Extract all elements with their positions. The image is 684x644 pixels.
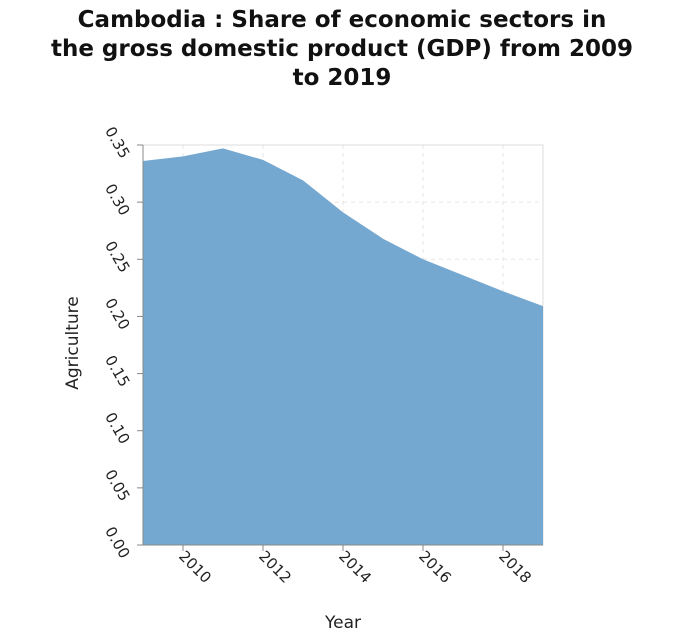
y-tick-label: 0.30	[101, 181, 133, 219]
area-series-0	[143, 148, 543, 545]
y-tick-label: 0.05	[101, 466, 133, 504]
chart-title-line-3: to 2019	[292, 65, 392, 91]
x-tick-label: 2010	[175, 547, 215, 587]
y-tick-label: 0.25	[101, 238, 133, 276]
y-tick-label: 0.10	[101, 409, 133, 447]
area-layer	[143, 148, 543, 545]
y-tick-label: 0.00	[101, 524, 133, 562]
x-axis-title: Year	[324, 613, 361, 633]
y-tick-label: 0.35	[101, 124, 133, 162]
chart-title-line-2: the gross domestic product (GDP) from 20…	[50, 36, 634, 62]
x-tick-label: 2012	[255, 547, 295, 587]
x-tick-label: 2014	[335, 547, 375, 587]
y-tick-label: 0.15	[101, 352, 133, 390]
chart-title-line-1: Cambodia : Share of economic sectors in	[77, 7, 607, 33]
x-tick-label: 2016	[415, 547, 455, 587]
y-tick-label: 0.20	[101, 295, 133, 333]
y-axis-title: Agriculture	[63, 296, 83, 390]
chart-title: Cambodia : Share of economic sectors in …	[0, 6, 684, 93]
x-tick-label: 2018	[495, 547, 535, 587]
